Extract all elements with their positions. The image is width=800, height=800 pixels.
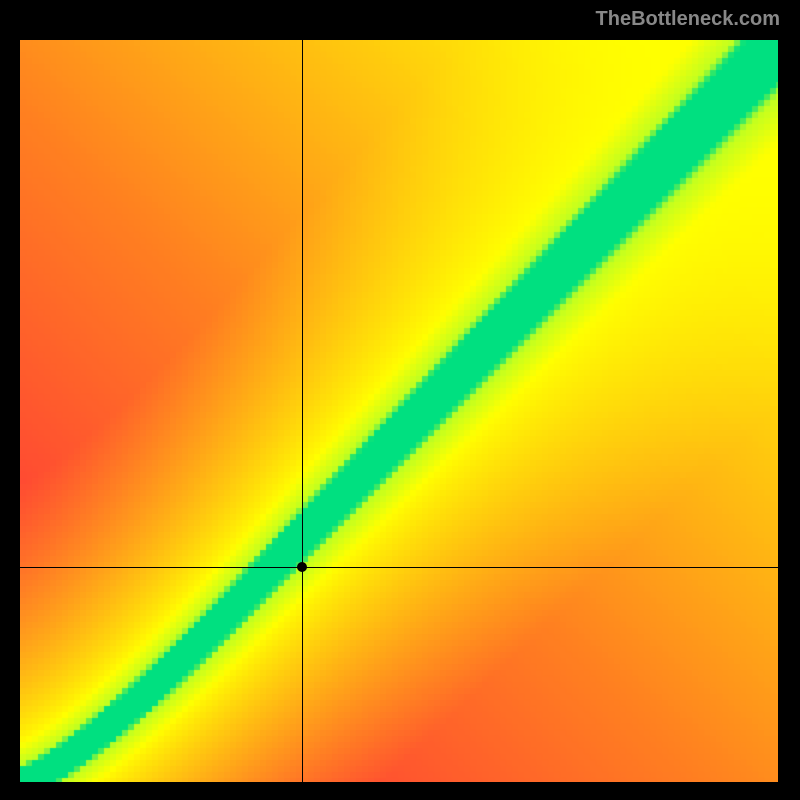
heatmap-canvas: [20, 40, 778, 782]
watermark-text: TheBottleneck.com: [596, 8, 780, 31]
crosshair-vertical: [302, 40, 303, 782]
crosshair-horizontal: [20, 567, 778, 568]
chart-container: [20, 40, 778, 782]
data-point-marker: [297, 562, 307, 572]
